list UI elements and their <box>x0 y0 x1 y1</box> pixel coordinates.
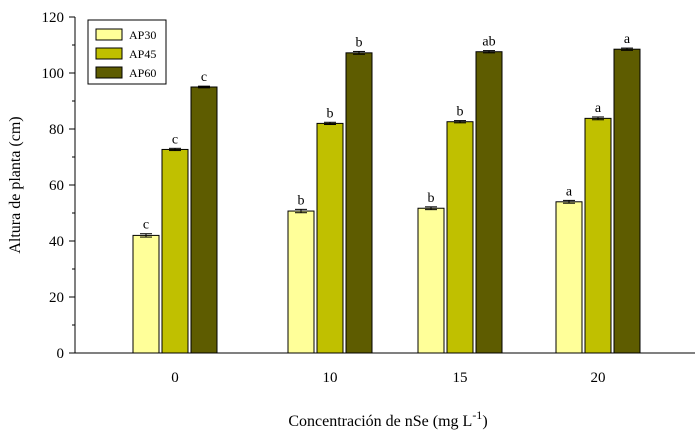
significance-letter: c <box>172 132 178 147</box>
significance-letter: a <box>566 184 573 199</box>
x-axis-label-main: Concentración de nSe (mg L <box>288 413 472 430</box>
bar-ap30 <box>555 201 583 354</box>
legend-swatch-ap60 <box>95 66 123 79</box>
bar-ap30 <box>417 207 445 354</box>
y-tick-label: 80 <box>49 122 64 138</box>
bar-ap45 <box>316 122 344 354</box>
bar-ap30 <box>287 210 315 354</box>
significance-letter: c <box>143 218 149 233</box>
legend-label-ap45: AP45 <box>129 47 156 61</box>
significance-letter: b <box>457 105 464 120</box>
bar-ap60 <box>345 52 373 354</box>
x-tick-label: 10 <box>323 370 338 386</box>
y-tick-label: 0 <box>57 346 65 362</box>
bar-ap60 <box>613 48 641 354</box>
plot-area: 0 20 40 60 80 100 120 0 10 15 20 c b b a c b b a c b ab a <box>42 10 695 386</box>
y-tick-label: 40 <box>49 234 64 250</box>
legend-swatch-ap30 <box>95 28 123 41</box>
legend-label-ap30: AP30 <box>129 28 156 42</box>
bar-ap60 <box>190 86 218 354</box>
y-tick-label: 20 <box>49 290 64 306</box>
significance-letter: ab <box>482 35 495 50</box>
x-tick-label: 20 <box>591 370 606 386</box>
y-tick-label: 100 <box>42 66 65 82</box>
y-tick-label: 120 <box>42 10 65 26</box>
significance-letter: b <box>327 106 334 121</box>
significance-letter: b <box>298 193 305 208</box>
bar-ap60 <box>475 51 503 354</box>
x-tick-label: 0 <box>171 370 179 386</box>
legend: AP30 AP45 AP60 <box>87 19 167 85</box>
bar-ap45 <box>584 117 612 354</box>
x-tick-label: 15 <box>453 370 468 386</box>
significance-letter: c <box>201 70 207 85</box>
bar-ap45 <box>161 148 189 354</box>
bar-ap30 <box>132 234 160 354</box>
y-axis-label: Altura de planta (cm) <box>7 116 24 253</box>
significance-letter: b <box>428 191 435 206</box>
legend-swatch-ap45 <box>95 47 123 60</box>
x-axis-label-close: ) <box>482 413 487 430</box>
significance-letter: a <box>624 32 631 47</box>
significance-letter: a <box>595 101 602 116</box>
y-tick-label: 60 <box>49 178 64 194</box>
x-axis-label: Concentración de nSe (mg L-1) <box>288 408 487 430</box>
legend-label-ap60: AP60 <box>129 66 156 80</box>
significance-letter: b <box>356 35 363 50</box>
x-axis-label-superscript: -1 <box>472 408 482 422</box>
bar-ap45 <box>446 121 474 354</box>
